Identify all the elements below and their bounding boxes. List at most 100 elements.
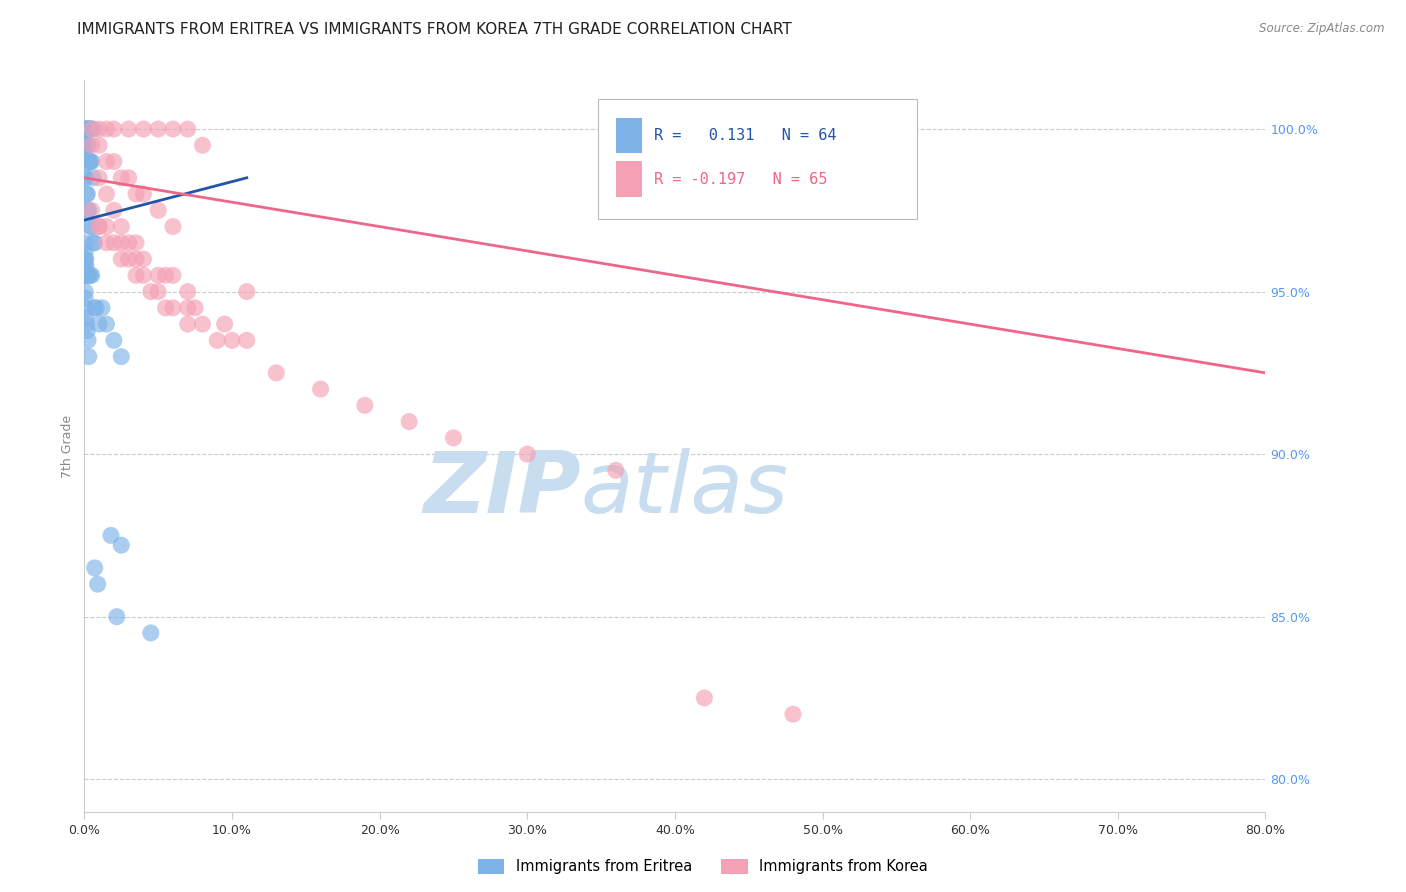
Point [80,203,103,218]
Point [80,268,103,283]
Point [162,122,184,136]
Point [110,538,132,552]
Point [148,285,170,299]
Point [76,317,98,331]
Point [96,187,118,202]
Point [75,285,97,299]
Point [80,154,103,169]
Point [162,268,184,283]
Point [77,334,100,348]
Point [148,122,170,136]
Point [148,203,170,218]
Point [75,259,97,273]
Point [398,415,420,429]
Point [110,170,132,185]
Point [76,122,98,136]
Point [79,122,101,136]
Point [148,268,170,283]
Point [132,187,155,202]
Point [76,324,98,338]
Point [191,138,214,153]
Point [96,317,118,331]
Point [76,138,98,153]
Point [76,122,98,136]
Point [75,259,97,273]
Point [79,122,101,136]
Point [76,268,98,283]
Point [236,334,259,348]
Point [75,235,97,250]
Point [103,235,125,250]
Point [110,350,132,364]
Point [83,235,105,250]
Point [83,561,105,575]
Point [110,235,132,250]
Point [87,138,111,153]
Point [75,268,97,283]
Point [87,170,111,185]
Point [103,122,125,136]
Point [132,252,155,266]
Point [75,138,97,153]
Point [87,317,111,331]
Point [96,219,118,234]
Point [80,122,103,136]
Point [155,268,177,283]
Point [125,187,148,202]
Point [76,268,98,283]
Point [132,122,155,136]
Point [80,138,103,153]
Point [79,154,101,169]
Point [139,285,162,299]
Y-axis label: 7th Grade: 7th Grade [60,415,75,477]
Point [91,301,114,315]
Point [82,170,104,185]
Point [221,334,243,348]
Point [118,170,141,185]
Point [96,122,118,136]
Point [75,268,97,283]
Point [75,252,97,266]
Legend: Immigrants from Eritrea, Immigrants from Korea: Immigrants from Eritrea, Immigrants from… [472,853,934,880]
Text: atlas: atlas [581,449,789,532]
Point [125,235,148,250]
Point [118,235,141,250]
Point [79,154,101,169]
FancyBboxPatch shape [598,99,917,219]
Point [77,268,100,283]
Point [782,707,804,722]
Point [103,154,125,169]
Point [80,219,103,234]
Point [132,268,155,283]
Point [155,301,177,315]
Point [83,301,105,315]
Point [105,609,128,624]
Point [75,301,97,315]
Text: R =   0.131   N = 64: R = 0.131 N = 64 [654,128,837,143]
Point [103,203,125,218]
Point [516,447,538,461]
Point [87,122,111,136]
Point [75,122,97,136]
Point [75,138,97,153]
Point [266,366,288,380]
Point [309,382,332,396]
Point [80,122,103,136]
Point [110,219,132,234]
Point [177,317,200,331]
Point [207,334,229,348]
Point [96,235,118,250]
Point [191,317,214,331]
Point [84,301,107,315]
Point [103,334,125,348]
Point [118,252,141,266]
Point [77,154,100,169]
Point [76,187,98,202]
Point [77,122,100,136]
Point [693,690,716,705]
Point [77,203,100,218]
Point [96,154,118,169]
Point [236,285,259,299]
Text: R = -0.197   N = 65: R = -0.197 N = 65 [654,171,827,186]
Point [125,252,148,266]
